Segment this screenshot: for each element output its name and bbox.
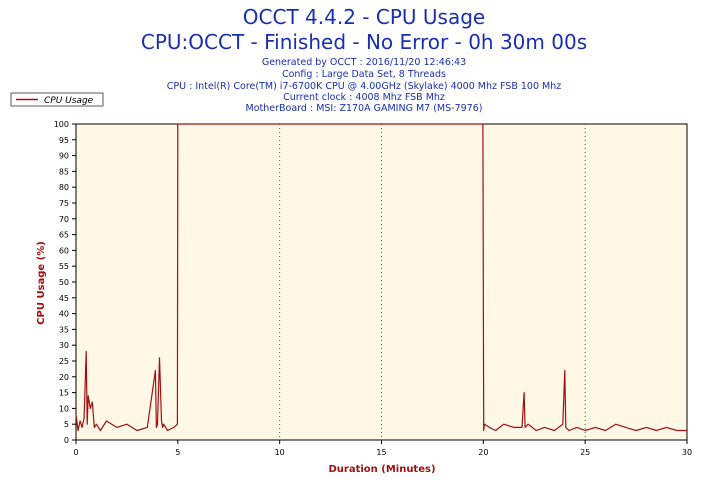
- x-axis-ticks: 0 5 10 15 20 25 30: [73, 440, 692, 457]
- info-config: Config : Large Data Set, 8 Threads: [282, 69, 446, 80]
- info-cpu: CPU : Intel(R) Core(TM) i7-6700K CPU @ 4…: [167, 81, 561, 92]
- x-tick-label-5: 5: [175, 448, 180, 457]
- x-axis-label: Duration (Minutes): [328, 464, 435, 475]
- y-tick-label-10: 10: [59, 404, 69, 413]
- y-tick-label-50: 50: [59, 278, 69, 287]
- info-generated: Generated by OCCT : 2016/11/20 12:46:43: [262, 57, 466, 68]
- y-tick-label-70: 70: [59, 215, 69, 224]
- x-tick-label-0: 0: [73, 448, 78, 457]
- y-axis-label: CPU Usage (%): [36, 241, 47, 325]
- y-tick-label-5: 5: [64, 420, 69, 429]
- info-clock: Current clock : 4008 Mhz FSB Mhz: [283, 92, 445, 103]
- y-tick-label-40: 40: [59, 310, 69, 319]
- series-group: [75, 123, 687, 432]
- x-tick-label-10: 10: [275, 448, 285, 457]
- y-tick-label-35: 35: [59, 325, 69, 334]
- legend-label-cpu-usage: CPU Usage: [44, 96, 94, 106]
- chart-subtitle: CPU:OCCT - Finished - No Error - 0h 30m …: [141, 30, 587, 54]
- x-tick-label-15: 15: [376, 448, 386, 457]
- legend-box: [10, 92, 104, 107]
- y-tick-label-15: 15: [59, 389, 69, 398]
- y-tick-label-90: 90: [59, 152, 69, 161]
- legend: CPU Usage: [10, 92, 104, 107]
- y-tick-label-55: 55: [59, 262, 69, 271]
- x-tick-label-20: 20: [478, 448, 488, 457]
- y-tick-label-85: 85: [59, 167, 69, 176]
- y-tick-label-45: 45: [59, 294, 69, 303]
- y-tick-label-20: 20: [59, 373, 69, 382]
- x-tick-label-30: 30: [682, 448, 692, 457]
- y-tick-label-95: 95: [59, 136, 69, 145]
- y-tick-label-30: 30: [59, 341, 69, 350]
- series-line-cpu-usage: [75, 123, 687, 432]
- chart-title: OCCT 4.4.2 - CPU Usage: [243, 5, 485, 29]
- y-tick-label-75: 75: [59, 199, 69, 208]
- y-axis-ticks: 0 5 10 15 20 25 30 35 40 45 50 55 60 65 70 75 80 85 90 95 10…: [54, 120, 76, 445]
- grid-lines: [279, 124, 586, 440]
- y-tick-label-0: 0: [64, 436, 69, 445]
- y-tick-label-65: 65: [59, 231, 69, 240]
- x-tick-label-25: 25: [580, 448, 590, 457]
- y-tick-label-80: 80: [59, 183, 69, 192]
- y-tick-label-25: 25: [59, 357, 69, 366]
- y-tick-label-60: 60: [59, 246, 69, 255]
- info-motherboard: MotherBoard : MSI: Z170A GAMING M7 (MS-7…: [246, 103, 483, 114]
- y-tick-label-100: 100: [54, 120, 69, 129]
